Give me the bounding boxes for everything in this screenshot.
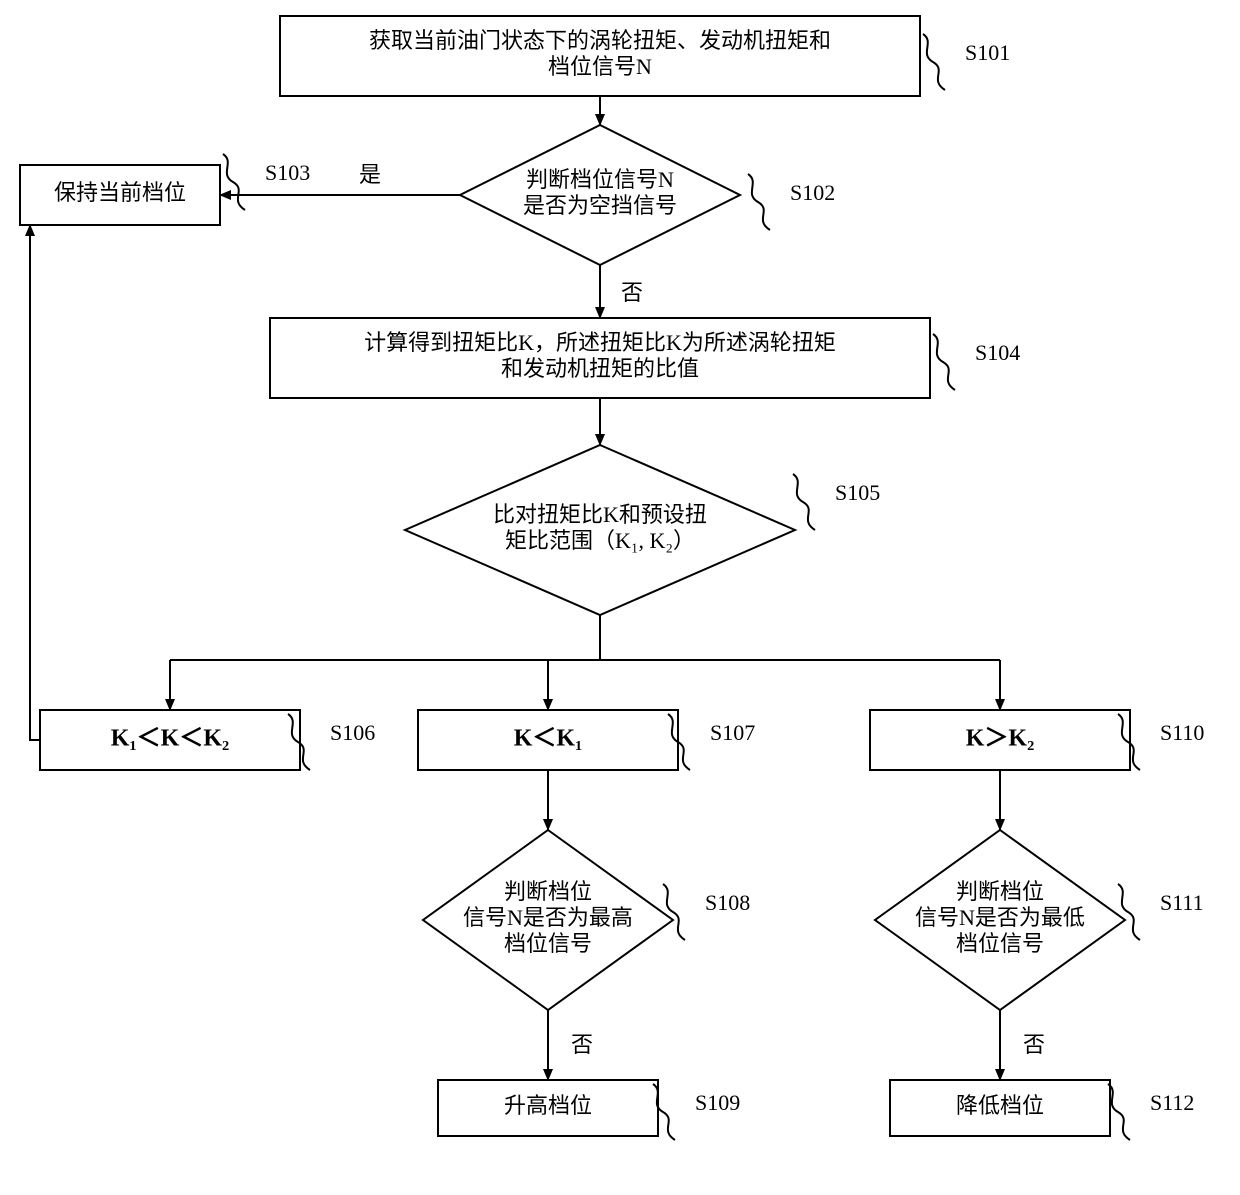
svg-text:信号N是否为最高: 信号N是否为最高 xyxy=(463,905,633,930)
step-label-S112: S112 xyxy=(1150,1090,1194,1115)
step-label-S111: S111 xyxy=(1160,890,1204,915)
edge-label: 是 xyxy=(359,162,381,187)
step-label-S104: S104 xyxy=(975,340,1020,365)
svg-text:计算得到扭矩比K，所述扭矩比K为所述涡轮扭矩: 计算得到扭矩比K，所述扭矩比K为所述涡轮扭矩 xyxy=(364,330,836,355)
svg-text:是否为空挡信号: 是否为空挡信号 xyxy=(523,193,677,218)
step-label-S103: S103 xyxy=(265,160,310,185)
step-label-S102: S102 xyxy=(790,180,835,205)
svg-text:降低档位: 降低档位 xyxy=(956,1093,1044,1118)
svg-text:保持当前档位: 保持当前档位 xyxy=(54,180,186,205)
svg-text:K＞K₂: K＞K₂ xyxy=(966,726,1035,752)
svg-text:和发动机扭矩的比值: 和发动机扭矩的比值 xyxy=(501,356,699,381)
step-label-S101: S101 xyxy=(965,40,1010,65)
svg-text:获取当前油门状态下的涡轮扭矩、发动机扭矩和: 获取当前油门状态下的涡轮扭矩、发动机扭矩和 xyxy=(369,28,831,53)
step-label-S108: S108 xyxy=(705,890,750,915)
flowchart-svg: 获取当前油门状态下的涡轮扭矩、发动机扭矩和档位信号N 判断档位信号N是否为空挡信号… xyxy=(0,0,1240,1195)
svg-text:档位信号: 档位信号 xyxy=(956,931,1044,956)
step-label-S106: S106 xyxy=(330,720,375,745)
svg-text:判断档位信号N: 判断档位信号N xyxy=(526,167,674,192)
svg-text:K₁＜K＜K₂: K₁＜K＜K₂ xyxy=(111,726,229,752)
edge-label: 否 xyxy=(621,280,643,305)
svg-text:信号N是否为最低: 信号N是否为最低 xyxy=(915,905,1085,930)
step-label-S110: S110 xyxy=(1160,720,1204,745)
svg-text:比对扭矩比K和预设扭: 比对扭矩比K和预设扭 xyxy=(493,502,707,527)
svg-text:档位信号N: 档位信号N xyxy=(548,54,652,79)
step-label-S105: S105 xyxy=(835,480,880,505)
edge-label: 否 xyxy=(1023,1032,1045,1057)
svg-text:升高档位: 升高档位 xyxy=(504,1093,592,1118)
svg-text:判断档位: 判断档位 xyxy=(956,879,1044,904)
step-label-S107: S107 xyxy=(710,720,755,745)
edge-label: 否 xyxy=(571,1032,593,1057)
svg-text:档位信号: 档位信号 xyxy=(504,931,592,956)
step-label-S109: S109 xyxy=(695,1090,740,1115)
svg-text:K＜K₁: K＜K₁ xyxy=(514,726,583,752)
svg-text:判断档位: 判断档位 xyxy=(504,879,592,904)
svg-text:矩比范围（K₁, K₂）: 矩比范围（K₁, K₂） xyxy=(505,528,695,553)
edge xyxy=(30,225,40,740)
